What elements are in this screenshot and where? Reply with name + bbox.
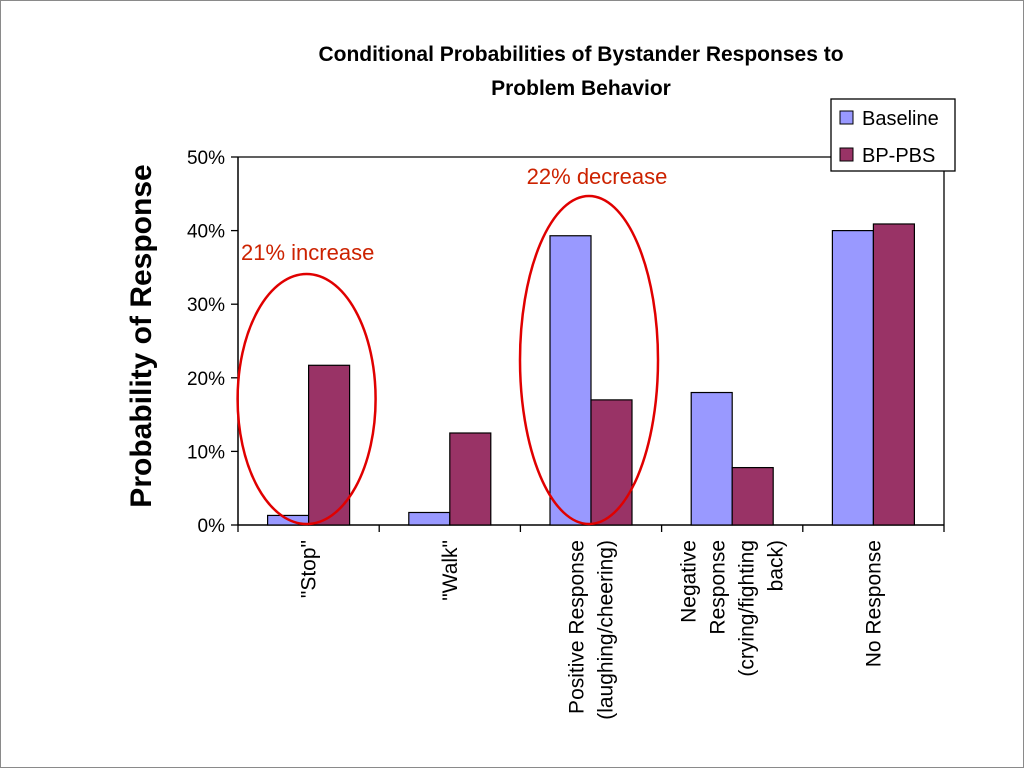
- annotation-text: 22% decrease: [527, 164, 668, 189]
- legend-swatch: [839, 110, 854, 125]
- category-label: Negative Response (crying/fighting back): [678, 540, 788, 677]
- chart-title-line: Problem Behavior: [491, 77, 671, 100]
- y-axis-label: Probability of Response: [125, 164, 158, 507]
- legend-swatch: [839, 147, 854, 162]
- bar-bp-pbs-3: [731, 466, 774, 526]
- bar-baseline-2: [549, 235, 592, 526]
- category-label-line: Response: [707, 540, 730, 635]
- category-label-line: "Walk": [439, 540, 462, 601]
- legend-entry: BP-PBS: [862, 145, 935, 167]
- bar-bp-pbs-1: [449, 432, 492, 526]
- legend-entry: Baseline: [862, 108, 939, 130]
- bar-baseline-1: [408, 511, 451, 526]
- category-label: Positive Response (laughing/cheering): [566, 540, 618, 720]
- annotation-text: 21% increase: [241, 240, 374, 265]
- category-label-line: "Stop": [298, 540, 321, 598]
- y-axis-label-group: Probability of Response: [125, 164, 158, 507]
- bar-bp-pbs-4: [872, 223, 916, 526]
- category-labels: "Stop" "Walk" Positive Response (laughing/c…: [298, 540, 886, 720]
- highlight-ellipse: [518, 194, 660, 526]
- legend: Baseline BP-PBS: [830, 98, 956, 172]
- y-tick-label: 50%: [187, 148, 225, 169]
- category-label-line: Positive Response: [566, 540, 589, 714]
- y-tick-label: 30%: [187, 295, 225, 316]
- y-tick-label: 0%: [198, 516, 226, 537]
- bar-bp-pbs-0: [308, 364, 351, 526]
- y-tick-label: 40%: [187, 222, 225, 243]
- bar-bp-pbs-2: [590, 399, 633, 526]
- category-label-line: (crying/fighting: [736, 540, 759, 677]
- bars: [267, 223, 916, 526]
- category-label-line: (laughing/cheering): [595, 540, 618, 720]
- chart-title-line: Conditional Probabilities of Bystander R…: [318, 43, 843, 66]
- y-tick-label: 10%: [187, 442, 225, 463]
- y-tick-label: 20%: [187, 369, 225, 390]
- annotations: 21% increase 22% decrease: [236, 164, 668, 526]
- category-label-line: Negative: [678, 540, 701, 623]
- bar-baseline-3: [690, 391, 733, 526]
- category-label: "Stop": [298, 540, 321, 598]
- highlight-ellipse: [236, 272, 377, 526]
- category-label: "Walk": [439, 540, 462, 601]
- category-label-line: No Response: [862, 540, 885, 667]
- category-label: No Response: [862, 540, 885, 667]
- axes: 0% 10% 20% 30% 40% 50%: [187, 148, 945, 537]
- category-label-line: back): [765, 540, 788, 591]
- chart-title: Conditional Probabilities of Bystander R…: [318, 43, 843, 100]
- bar-baseline-4: [831, 230, 875, 526]
